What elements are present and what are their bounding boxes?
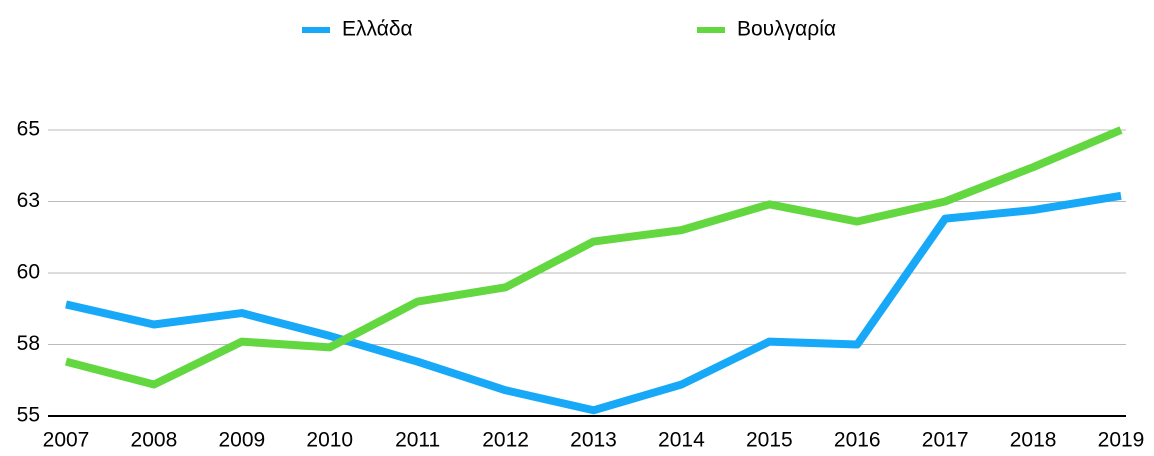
legend-label: Βουλγαρία <box>737 18 836 41</box>
y-tick-label: 55 <box>17 404 40 427</box>
x-tick-label: 2017 <box>922 429 969 452</box>
x-tick-label: 2007 <box>43 429 90 452</box>
x-tick-label: 2011 <box>395 429 440 452</box>
x-tick-label: 2012 <box>482 429 529 452</box>
x-tick-label: 2008 <box>131 429 178 452</box>
x-tick-label: 2019 <box>1098 429 1145 452</box>
data-line <box>65 191 1122 415</box>
y-tick-label: 63 <box>17 189 40 212</box>
x-tick-label: 2016 <box>834 429 881 452</box>
y-tick-label: 58 <box>17 332 40 355</box>
x-tick-label: 2018 <box>1010 429 1057 452</box>
y-tick-label: 60 <box>17 261 40 284</box>
x-tick-label: 2015 <box>746 429 793 452</box>
x-tick-label: 2014 <box>658 429 705 452</box>
data-line <box>64 126 1123 389</box>
legend-label: Ελλάδα <box>342 18 413 41</box>
x-tick-label: 2010 <box>306 429 353 452</box>
x-tick-label: 2009 <box>218 429 265 452</box>
x-tick-label: 2013 <box>570 429 617 452</box>
y-tick-label: 65 <box>17 118 40 141</box>
